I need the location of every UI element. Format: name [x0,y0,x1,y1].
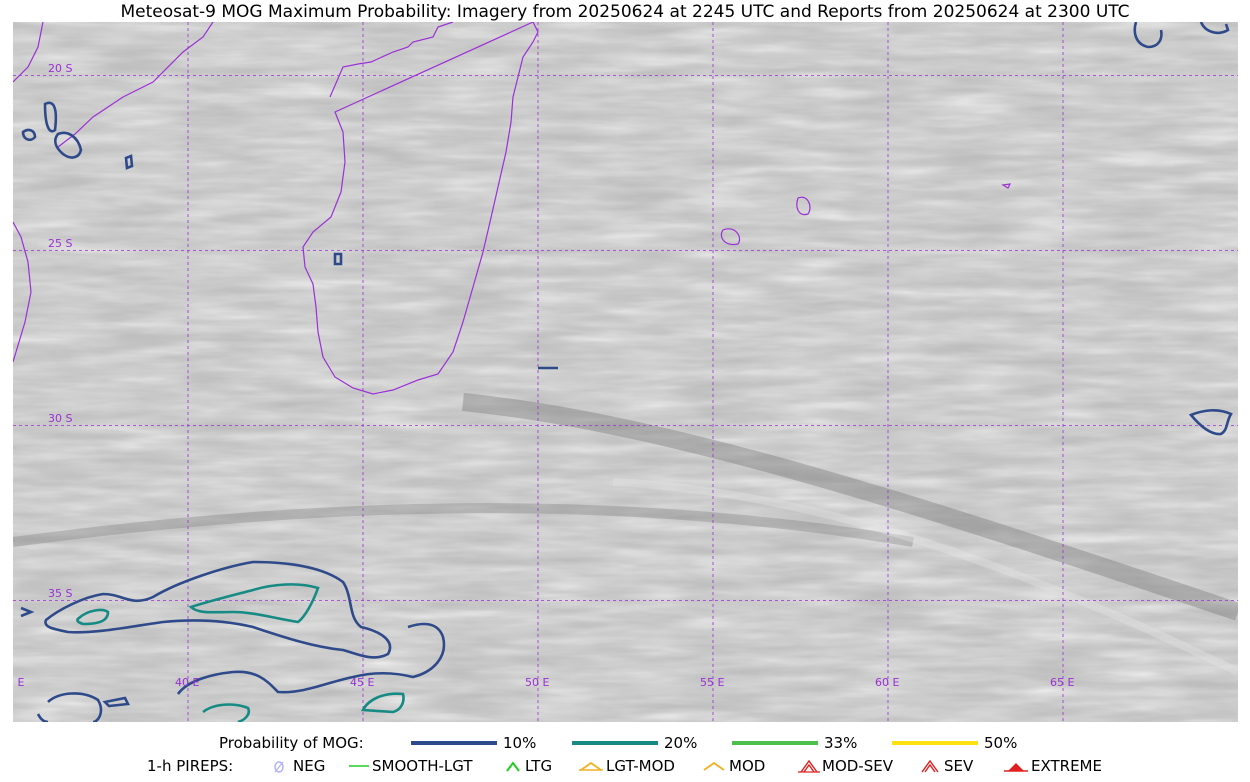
cloud-band [612,478,1238,676]
legend-item-50: 50% [892,734,1017,752]
legend-swatch-50 [892,741,978,745]
pirep-item-ltg: LTG [503,757,552,775]
contour-10-percent [102,696,131,708]
extreme-icon [1004,763,1028,772]
pirep-item-extreme: EXTREME [1003,757,1102,775]
satellite-imagery [13,22,1238,722]
legend-item-20: 20% [572,734,697,752]
pirep-label-ltg: LTG [525,757,553,775]
latitude-label: 35 S [48,586,73,600]
graticule [13,22,1238,722]
legend-swatch-10 [411,741,497,745]
contour-10-percent [43,101,58,133]
island-coastline [1001,183,1012,189]
pirep-label-neg: NEG [293,757,326,775]
pirep-item-mod: MOD [701,757,765,775]
legend-swatch-33 [732,741,818,745]
contour-10-percent [1133,22,1230,49]
satellite-map: 35 E 40 E 45 E 50 E 55 E 60 E 65 E 20 S 25 S 30 S… [13,22,1238,722]
contour-10-percent [21,128,37,142]
longitude-label: 40 E [175,676,200,689]
ltg-icon [506,761,520,772]
contour-10-percent [20,606,35,618]
longitude-label: 60 E [875,676,900,689]
contour-10-percent [1188,409,1233,436]
pirep-label-mod: MOD [729,757,766,775]
probability-legend: Probability of MOG: 10% 20% 33% 50% [0,734,1250,756]
sev-icon [921,759,939,773]
contour-10-percent [36,692,103,722]
pirep-item-smooth-lgt: SMOOTH-LGT [348,757,473,775]
island-coastline [720,228,741,246]
cloud-band [462,393,1238,621]
contour-20-percent [360,692,405,714]
contour-10-percent [124,154,134,170]
lgt-mod-icon [579,761,603,771]
smooth-lgt-icon [349,765,369,767]
pirep-label-lgt-mod: LGT-MOD [606,757,675,775]
contour-10-percent [333,252,343,266]
map-title: Meteosat-9 MOG Maximum Probability: Imag… [120,2,1130,22]
pirep-label-sev: SEV [944,757,974,775]
pireps-legend: 1-h PIREPS: NEG SMOOTH-LGT LTG LGT-MOD M… [0,757,1250,779]
pirep-item-neg: NEG [271,757,325,775]
neg-icon [274,761,284,773]
legend-item-33: 33% [732,734,857,752]
longitude-label: 35 E [13,676,25,689]
legend-swatch-20 [572,741,658,745]
madagascar-coastline [302,22,539,395]
legend-label-50: 50% [984,734,1018,752]
contour-10-percent [44,560,392,659]
latitude-label: 20 S [48,61,73,75]
longitude-label: 65 E [1050,676,1075,689]
pireps-legend-label: 1-h PIREPS: [147,757,234,775]
contour-10-percent [53,131,83,159]
longitude-label: 45 E [350,676,375,689]
contour-10-percent [176,622,446,695]
pirep-label-extreme: EXTREME [1031,757,1102,775]
longitude-label: 50 E [525,676,550,689]
mog-contours [20,22,1233,722]
latitude-label: 30 S [48,411,73,425]
mod-sev-icon [798,759,820,773]
pirep-item-mod-sev: MOD-SEV [798,757,893,775]
legend-label-33: 33% [824,734,858,752]
coastlines [13,22,1012,395]
africa-coastline [13,22,214,363]
longitude-label: 55 E [700,676,725,689]
pirep-label-smooth-lgt: SMOOTH-LGT [372,757,473,775]
legend-label-20: 20% [664,734,698,752]
contour-20-percent [202,703,251,722]
mod-icon [703,761,725,771]
probability-legend-label: Probability of MOG: [219,734,364,752]
contour-20-percent [188,583,320,624]
contour-20-percent [76,608,110,626]
pirep-item-lgt-mod: LGT-MOD [578,757,675,775]
island-coastline [796,196,811,216]
latitude-label: 25 S [48,236,73,250]
map-canvas [13,22,1238,722]
legend-label-10: 10% [503,734,537,752]
pirep-item-sev: SEV [918,757,973,775]
legend-item-10: 10% [411,734,536,752]
cloud-band [13,503,914,547]
pirep-label-mod-sev: MOD-SEV [822,757,893,775]
